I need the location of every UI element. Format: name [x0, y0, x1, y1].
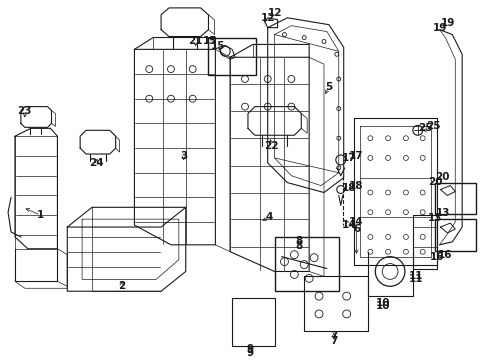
- Text: 17: 17: [348, 151, 363, 161]
- Text: 24: 24: [89, 158, 104, 168]
- Text: 21: 21: [188, 36, 203, 46]
- Text: 9: 9: [246, 348, 253, 359]
- Text: 2: 2: [118, 281, 125, 291]
- Text: 20: 20: [427, 177, 442, 186]
- Text: 9: 9: [246, 345, 253, 355]
- Text: 14: 14: [341, 220, 355, 230]
- Text: 16: 16: [437, 250, 451, 260]
- Text: 11: 11: [407, 271, 422, 282]
- Bar: [434, 219, 475, 251]
- Text: 13: 13: [427, 213, 442, 223]
- Text: 7: 7: [329, 330, 337, 341]
- Text: 18: 18: [348, 181, 363, 190]
- Text: 5: 5: [325, 82, 332, 92]
- Text: 10: 10: [375, 298, 389, 308]
- Text: 6: 6: [352, 224, 360, 234]
- Text: 19: 19: [440, 18, 454, 28]
- Text: 16: 16: [429, 252, 444, 262]
- Text: 22: 22: [264, 141, 278, 151]
- Text: 15: 15: [203, 36, 217, 46]
- Text: 1: 1: [37, 210, 44, 220]
- Text: 8: 8: [295, 236, 302, 246]
- Text: 20: 20: [435, 172, 449, 182]
- Text: 23: 23: [18, 105, 32, 116]
- Text: 25: 25: [418, 123, 432, 133]
- Text: 11: 11: [407, 274, 422, 284]
- Text: 7: 7: [329, 336, 337, 346]
- Text: 18: 18: [341, 183, 355, 193]
- Text: 15: 15: [210, 41, 224, 51]
- Bar: [208, 37, 255, 75]
- Bar: [274, 237, 338, 291]
- Circle shape: [412, 125, 422, 135]
- Text: 12: 12: [260, 13, 274, 23]
- Bar: [434, 183, 475, 214]
- Text: 25: 25: [425, 121, 439, 131]
- Text: 14: 14: [348, 217, 363, 227]
- Text: 10: 10: [375, 301, 389, 311]
- Text: 19: 19: [432, 23, 447, 33]
- Text: 3: 3: [180, 151, 187, 161]
- Text: 13: 13: [435, 208, 449, 218]
- Text: 4: 4: [265, 212, 273, 222]
- Text: 8: 8: [295, 241, 302, 251]
- Text: 12: 12: [267, 8, 282, 18]
- Text: 17: 17: [341, 153, 355, 163]
